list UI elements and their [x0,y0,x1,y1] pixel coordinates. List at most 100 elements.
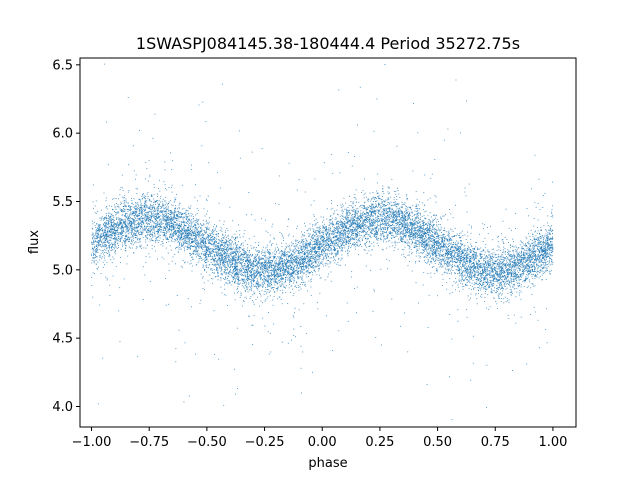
data-point [508,261,510,263]
data-point [381,214,383,216]
data-point [175,248,176,250]
data-point [115,249,116,251]
data-point [467,261,468,263]
data-point [192,222,194,224]
data-point [292,295,294,297]
data-point [307,276,309,277]
data-point [470,293,472,295]
data-point [502,254,504,256]
data-point [146,230,147,232]
data-point [361,245,363,247]
data-point [543,253,545,255]
data-point [111,225,113,227]
data-point [195,231,197,233]
data-point [232,276,234,278]
data-point [190,225,192,227]
data-point [140,209,142,211]
data-point [497,276,499,278]
data-point [256,271,258,273]
data-point [290,285,292,287]
data-point [362,214,364,216]
data-point [413,234,415,235]
data-point [195,254,197,256]
data-point [124,222,126,223]
data-point [403,249,405,251]
data-point [221,257,223,258]
data-point [153,198,155,200]
data-point [304,254,306,256]
data-point [164,184,166,186]
data-point [302,257,304,259]
data-point [505,280,507,282]
data-point [487,273,489,275]
data-point [510,271,512,273]
data-point [291,272,293,274]
data-point [551,259,553,261]
data-point [504,251,506,253]
data-point [384,220,386,221]
data-point [342,215,344,217]
data-point [181,231,183,233]
data-point [104,252,106,253]
data-point [478,274,480,276]
data-point [530,261,532,263]
data-point [493,274,495,276]
data-point [515,269,516,271]
data-point [390,221,392,223]
data-point [503,256,505,258]
data-point [395,233,397,235]
data-point [428,252,430,254]
data-point [441,266,442,268]
data-point [229,260,231,262]
data-point [502,220,504,222]
data-point [506,256,507,257]
data-point [97,240,99,242]
data-point [132,203,134,205]
data-point [324,240,326,242]
data-point [301,242,303,243]
data-point [481,280,482,281]
data-point [413,232,415,234]
data-point [199,253,201,255]
data-point [238,247,240,249]
data-point [533,306,535,308]
data-point [261,282,263,284]
data-point [498,278,500,280]
data-point [341,232,343,234]
data-point [537,240,539,242]
data-point [500,276,502,278]
data-point [392,229,394,231]
data-point [388,260,390,262]
data-point [330,202,332,204]
data-point [536,227,538,229]
data-point [330,223,331,225]
data-point [136,210,138,212]
data-point [310,256,312,258]
data-point [246,275,248,277]
data-point [445,245,447,247]
data-point [539,247,541,249]
data-point [224,284,226,286]
data-point [332,220,333,222]
data-point [446,231,448,233]
data-point [374,290,375,292]
data-point [291,280,293,282]
data-point [145,200,147,202]
scatter-points [91,63,554,421]
data-point [474,246,476,248]
data-point [461,277,463,279]
data-point [225,241,227,243]
data-point [352,223,354,225]
data-point [415,207,417,209]
data-point [125,213,126,215]
data-point [370,208,372,210]
data-point [247,261,249,263]
data-point [421,244,423,246]
data-point [440,255,442,257]
data-point [248,238,250,240]
data-point [212,278,214,280]
data-point [185,234,187,236]
data-point [312,249,314,251]
data-point [214,256,216,258]
data-point [457,248,459,250]
